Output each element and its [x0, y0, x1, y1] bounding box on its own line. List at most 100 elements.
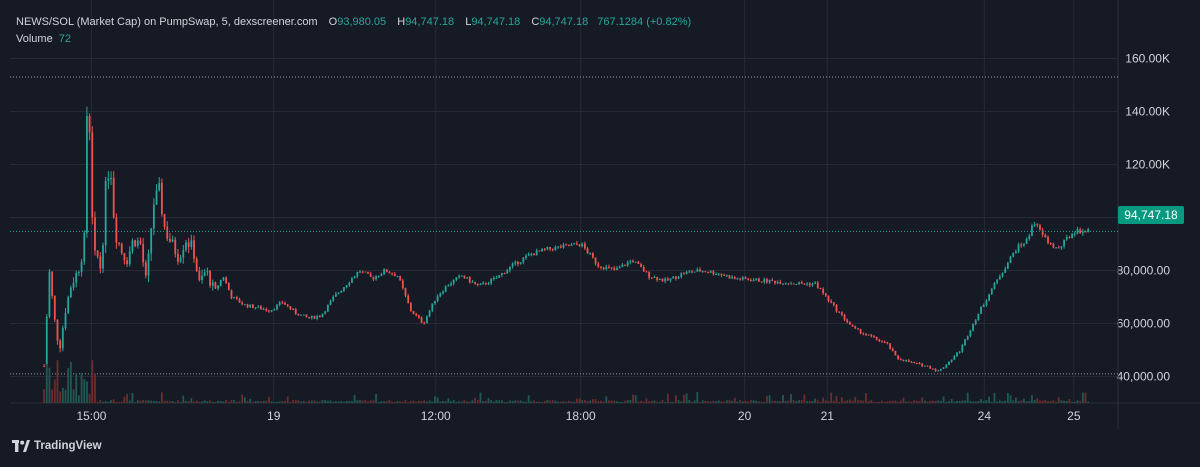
volume-bar: [771, 400, 774, 403]
candle-body: [910, 361, 913, 363]
candle-body: [110, 177, 112, 179]
candle-body: [642, 267, 645, 272]
legend-low-value: 94,747.18: [471, 16, 521, 28]
volume-bar: [209, 400, 211, 403]
candle-body: [1081, 231, 1084, 234]
candle-body: [517, 261, 519, 265]
candle-body: [822, 288, 825, 294]
volume-bar: [717, 400, 720, 403]
volume-bar: [749, 400, 752, 403]
candle-body: [693, 271, 696, 273]
volume-bar: [648, 401, 651, 403]
volume-bar: [795, 401, 798, 403]
volume-bar: [712, 400, 715, 403]
candle-body: [830, 300, 833, 303]
volume-bar: [225, 399, 228, 403]
volume-bar: [538, 401, 541, 403]
volume-bar: [201, 401, 203, 403]
candle-body: [444, 286, 447, 292]
volume-bar: [843, 400, 846, 403]
candle-body: [1004, 268, 1007, 273]
volume-bar: [993, 392, 996, 403]
volume-bar: [276, 401, 278, 403]
volume-bar: [64, 389, 67, 403]
candle-body: [749, 280, 752, 282]
volume-bar: [126, 393, 128, 403]
volume-bar: [741, 401, 744, 403]
volume-bar: [680, 401, 683, 403]
candle-body: [332, 296, 335, 301]
candle-body: [699, 269, 701, 272]
volume-bar: [300, 401, 302, 403]
volume-bar: [600, 400, 602, 403]
candle-body: [169, 238, 171, 242]
candle-body: [112, 177, 115, 218]
candle-body: [600, 266, 602, 268]
candle-body: [69, 287, 72, 298]
volume-bar: [637, 401, 640, 403]
candle-body: [391, 273, 394, 275]
volume-bar: [573, 401, 576, 403]
candle-body: [798, 282, 800, 284]
volume-bar: [86, 381, 88, 403]
candle-body: [179, 257, 182, 262]
volume-bar: [227, 401, 230, 403]
candle-body: [308, 317, 311, 319]
candle-body: [492, 277, 495, 280]
candle-body: [573, 243, 576, 245]
legend-low-key: L: [465, 16, 472, 28]
tradingview-brand[interactable]: TradingView: [12, 438, 102, 454]
volume-bar: [610, 400, 613, 403]
volume-bar: [1068, 398, 1071, 403]
volume-bar: [923, 400, 926, 403]
candle-body: [466, 277, 468, 279]
candle-body: [155, 190, 158, 205]
candle-body: [551, 249, 554, 251]
volume-bar: [1036, 398, 1039, 403]
candle-body: [326, 304, 329, 312]
volume-bar: [345, 400, 348, 403]
candle-body: [48, 271, 51, 317]
volume-bar: [897, 401, 899, 403]
x-tick-label: 25: [1067, 409, 1081, 423]
candle-body: [656, 276, 659, 281]
volume-bar: [982, 400, 985, 403]
candle-body: [565, 244, 568, 246]
candle-body: [816, 282, 819, 289]
volume-bar: [883, 401, 886, 403]
volume-bar: [252, 401, 254, 403]
volume-bar: [988, 396, 991, 403]
volume-bar: [217, 400, 220, 403]
candle-body: [484, 282, 487, 285]
candle-body: [725, 275, 728, 277]
candle-body: [353, 276, 356, 279]
volume-bar: [102, 401, 104, 403]
candle-body: [931, 368, 934, 370]
volume-bar: [806, 401, 808, 403]
candle-body: [616, 268, 618, 271]
volume-bar: [996, 401, 999, 403]
candle-body: [527, 254, 530, 256]
volume-bar: [53, 379, 56, 403]
volume-bar: [434, 396, 436, 403]
candle-body: [1001, 272, 1004, 277]
candle-body: [348, 282, 351, 286]
volume-bar: [583, 400, 586, 403]
candle-body: [752, 280, 755, 282]
volume-bar: [182, 395, 185, 403]
candle-body: [152, 204, 155, 229]
candle-body: [337, 292, 340, 294]
candle-body: [67, 297, 70, 314]
candle-body: [733, 276, 736, 279]
volume-bar: [824, 400, 827, 403]
candle-body: [514, 261, 517, 264]
candle-body: [426, 316, 428, 324]
volume-bar: [798, 400, 800, 403]
volume-bar: [289, 401, 292, 403]
volume-bar: [112, 399, 115, 403]
volume-bar: [613, 400, 616, 403]
volume-bar: [527, 395, 530, 403]
volume-bar: [270, 401, 273, 403]
